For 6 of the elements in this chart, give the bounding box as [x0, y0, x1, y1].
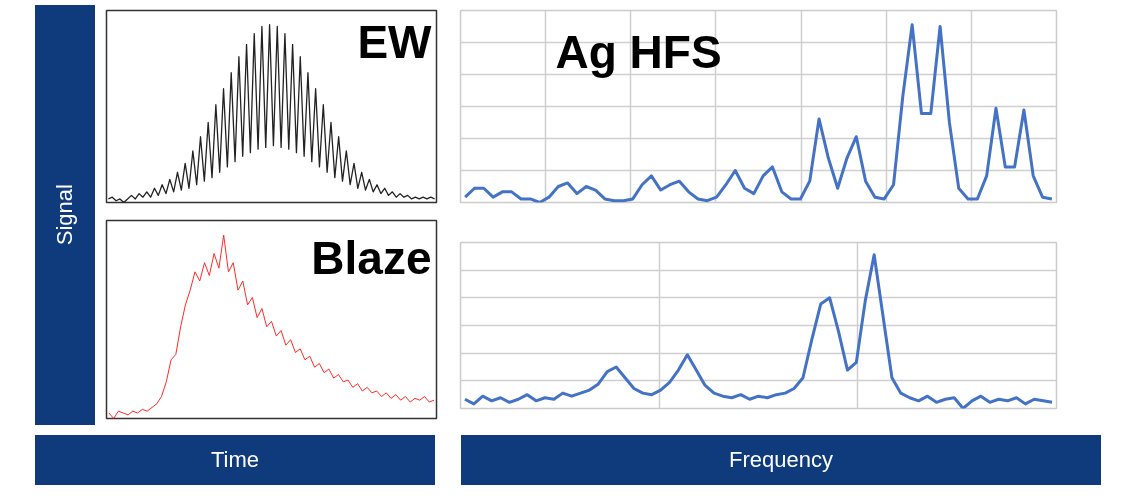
chart-title: EW [357, 15, 433, 68]
x-axis-title: Frequency [729, 446, 833, 475]
chart-title: Ag HFS [555, 25, 722, 78]
x-axis-title: Time [210, 446, 260, 475]
chart-title: Blaze [311, 231, 432, 284]
y-axis-title: Signal [51, 184, 79, 246]
